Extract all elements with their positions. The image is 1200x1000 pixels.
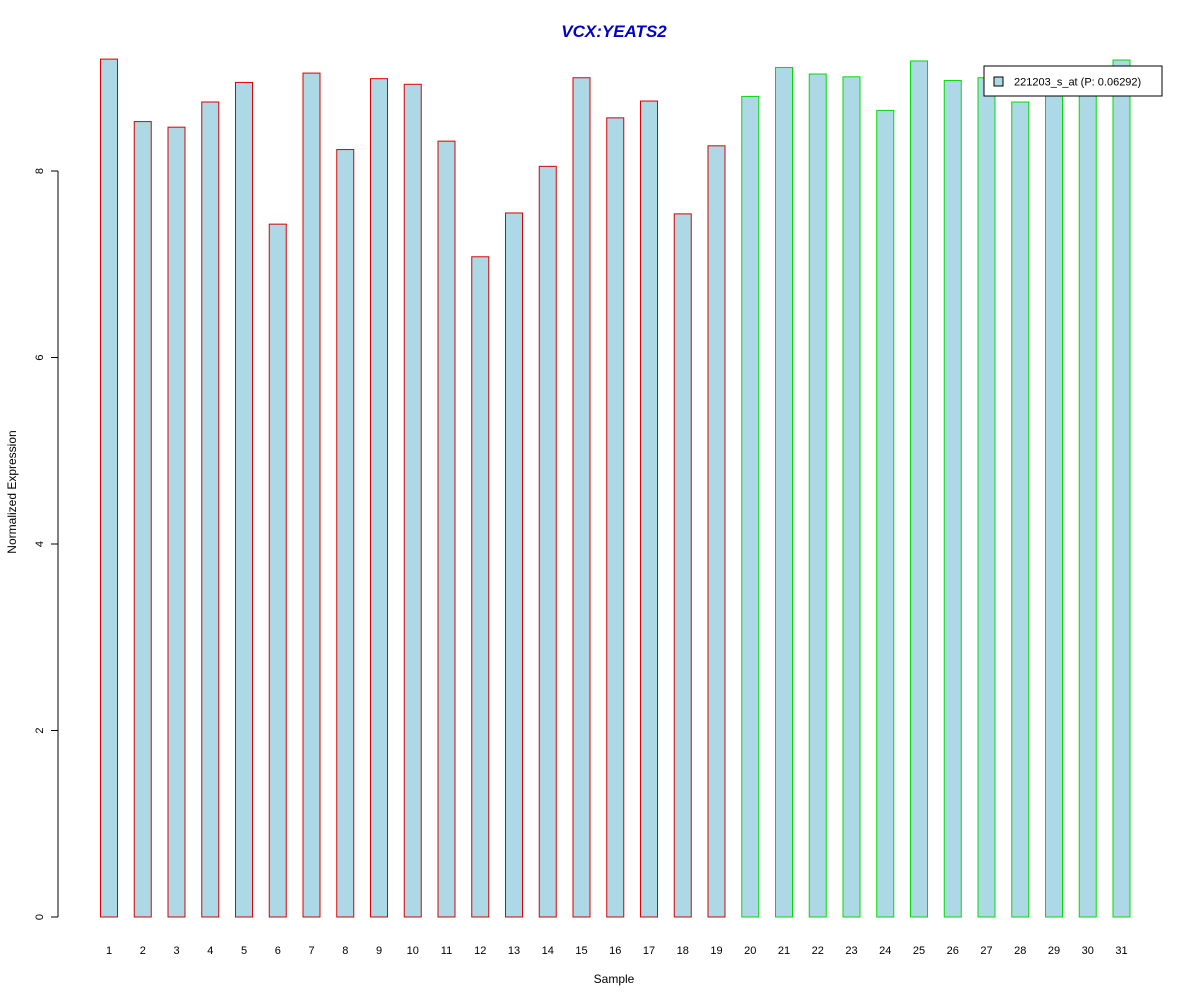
x-tick-label: 24 [879,945,891,957]
bar-sample-17 [640,100,658,918]
bar-sample-1 [100,58,118,918]
legend-entry-label: 221203_s_at (P: 0.06292) [1014,77,1141,89]
x-tick-label: 18 [677,945,689,957]
y-axis-label: Normalized Expression [5,430,19,553]
bar-sample-21 [775,66,793,918]
bar-sample-19 [707,145,726,918]
bar-sample-30 [1078,67,1097,918]
x-tick-label: 5 [241,945,247,957]
bar-sample-8 [336,149,355,918]
x-axis-label: Sample [594,972,635,986]
legend-swatch [993,76,1004,87]
x-tick-label: 15 [575,945,587,957]
x-tick-label: 19 [710,945,722,957]
x-axis-tick-labels: 1 2 3 4 5 6 7 8 9 10 11 12 13 14 15 16 17 18 19 20 21 22 23 24 2… [106,945,1128,957]
bar-sample-27 [977,77,996,918]
bar-sample-4 [201,101,220,918]
bar-sample-13 [505,212,523,918]
x-tick-label: 9 [376,945,382,957]
x-tick-label: 4 [207,945,213,957]
x-tick-label: 16 [609,945,621,957]
x-tick-label: 12 [474,945,486,957]
x-tick-label: 22 [812,945,824,957]
bar-sample-15 [572,77,591,918]
x-tick-label: 28 [1014,945,1026,957]
x-tick-label: 2 [140,945,146,957]
x-tick-label: 26 [947,945,959,957]
bar-sample-11 [437,140,456,918]
x-tick-label: 17 [643,945,655,957]
y-tick-label: 2 [34,727,46,733]
bar-sample-14 [538,165,557,918]
bar-sample-26 [943,80,962,918]
y-tick-label: 0 [34,914,46,920]
bar-sample-31 [1112,59,1131,918]
x-tick-label: 7 [308,945,314,957]
bar-sample-23 [842,76,861,918]
bar-sample-25 [910,60,928,918]
y-axis: 0 2 4 6 8 [34,168,59,920]
legend-box [983,65,1163,97]
x-tick-label: 6 [275,945,281,957]
bar-sample-22 [808,73,827,918]
bar-sample-20 [741,95,760,918]
x-tick-label: 31 [1115,945,1127,957]
y-tick-label: 6 [34,354,46,360]
bar-sample-29 [1045,83,1063,918]
x-tick-label: 1 [106,945,112,957]
y-tick-label: 4 [34,541,46,547]
x-tick-label: 25 [913,945,925,957]
bar-sample-3 [167,126,186,918]
x-tick-label: 29 [1048,945,1060,957]
x-tick-label: 10 [407,945,419,957]
x-tick-label: 21 [778,945,790,957]
bar-sample-16 [606,117,625,918]
bar-sample-28 [1011,101,1030,918]
bar-sample-9 [370,78,388,918]
bar-sample-24 [876,109,895,918]
bar-sample-5 [235,81,253,918]
chart-title: VCX:YEATS2 [561,22,667,41]
x-tick-label: 13 [508,945,520,957]
x-tick-label: 20 [744,945,756,957]
bar-sample-7 [302,72,321,918]
x-tick-label: 11 [441,945,452,957]
x-tick-label: 14 [542,945,554,957]
x-tick-label: 8 [342,945,348,957]
bars-group [100,58,1131,918]
legend: 221203_s_at (P: 0.06292) [983,65,1163,97]
bar-sample-12 [471,256,490,918]
x-tick-label: 30 [1082,945,1094,957]
x-tick-label: 3 [173,945,179,957]
x-tick-label: 27 [980,945,992,957]
y-tick-label: 8 [34,168,46,174]
bar-sample-2 [133,121,152,918]
bar-sample-18 [673,213,692,918]
bar-sample-10 [403,83,422,918]
bar-sample-6 [268,223,287,918]
x-tick-label: 23 [845,945,857,957]
